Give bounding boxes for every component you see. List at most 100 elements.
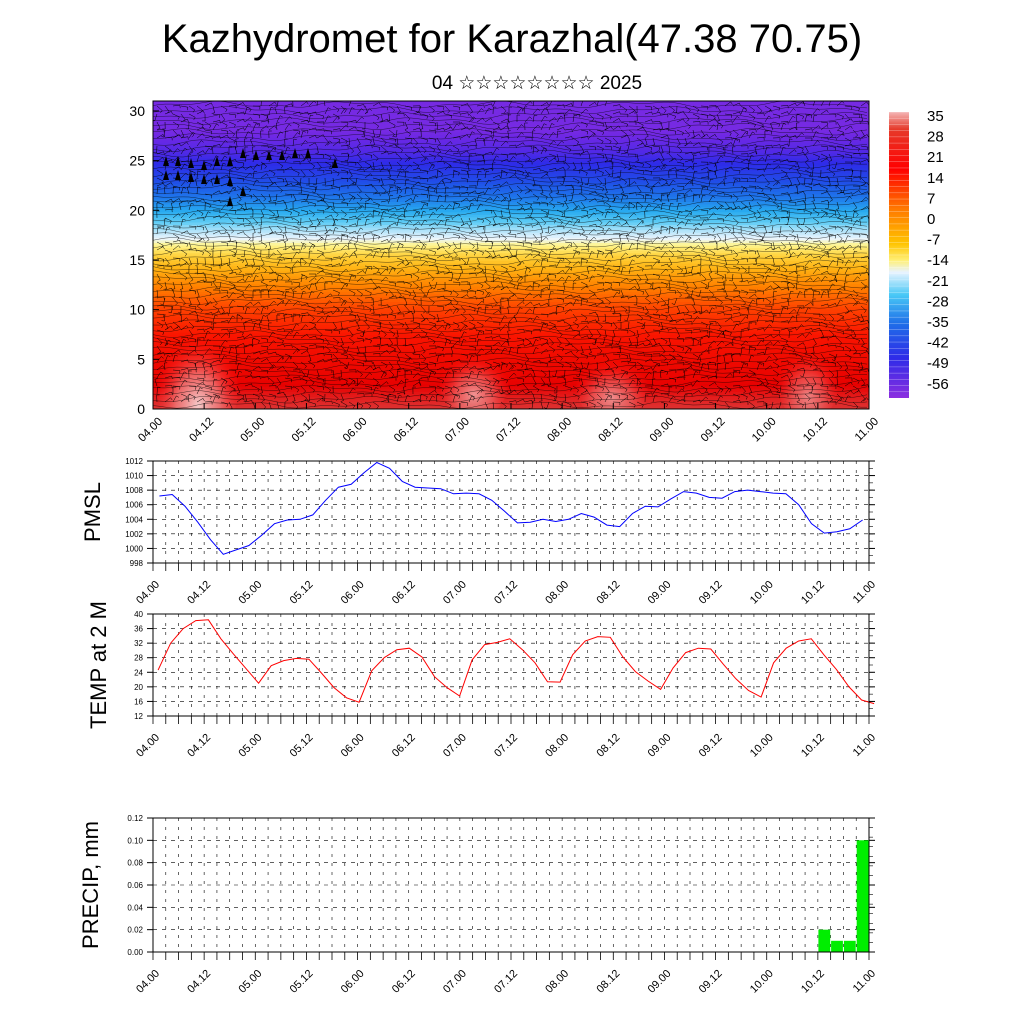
wind-barb xyxy=(404,321,409,330)
wind-barb xyxy=(444,321,451,329)
wind-barb xyxy=(540,321,549,327)
wind-barb xyxy=(300,241,307,250)
wind-barb xyxy=(500,158,509,163)
wind-barb xyxy=(841,250,846,259)
wind-barb xyxy=(708,249,716,257)
wind-barb xyxy=(340,185,349,189)
wind-barb xyxy=(834,369,838,378)
wind-barb xyxy=(340,307,348,315)
wind-barb xyxy=(740,363,747,371)
wind-barb xyxy=(692,194,697,203)
wind-barb xyxy=(797,385,805,390)
wind-barb xyxy=(220,379,228,387)
wind-barb xyxy=(332,185,341,191)
colorbar-label: -35 xyxy=(927,314,949,331)
wind-barb xyxy=(332,169,340,177)
wind-barb xyxy=(628,153,637,158)
wind-barb xyxy=(300,101,309,107)
wind-barb xyxy=(834,274,839,283)
wind-barb xyxy=(316,217,321,226)
wind-barb xyxy=(684,383,693,387)
wind-barb xyxy=(188,148,196,155)
wind-barb xyxy=(772,314,777,323)
wind-barb xyxy=(612,268,621,275)
wind-barb xyxy=(380,151,389,155)
wind-barb xyxy=(684,129,691,138)
wind-barb xyxy=(500,271,509,275)
wind-barb xyxy=(668,327,677,331)
wind-barb xyxy=(379,113,383,122)
wind-barb xyxy=(524,161,533,165)
wind-barb xyxy=(196,110,205,115)
wind-barb xyxy=(764,217,772,224)
wind-barb xyxy=(460,222,469,227)
wind-barb xyxy=(316,253,325,259)
wind-barb xyxy=(532,328,541,333)
wind-barb xyxy=(460,289,469,294)
wind-barb xyxy=(804,153,809,162)
wind-barb xyxy=(772,193,777,202)
wind-barb xyxy=(564,220,573,227)
wind-barb xyxy=(612,245,621,251)
wind-barb xyxy=(348,313,357,319)
wind-barb xyxy=(620,194,626,203)
y-tick-label: 32 xyxy=(134,639,143,648)
wind-barb xyxy=(724,373,733,379)
wind-barb xyxy=(316,359,325,363)
wind-barb xyxy=(364,297,373,301)
wind-barb xyxy=(692,254,701,259)
wind-barb xyxy=(356,201,363,210)
wind-barb xyxy=(484,306,489,315)
wind-barb xyxy=(404,273,413,279)
wind-barb xyxy=(676,161,685,167)
wind-barb xyxy=(652,198,661,203)
wind-barb xyxy=(244,207,253,211)
wind-barb xyxy=(635,153,639,162)
wind-barb xyxy=(380,251,388,259)
wind-barb xyxy=(788,177,793,186)
wind-barb xyxy=(372,377,379,385)
wind-barb xyxy=(748,154,754,163)
wind-barb xyxy=(620,353,629,359)
wind-barb xyxy=(164,137,173,141)
wind-barb xyxy=(860,272,869,276)
wind-barb xyxy=(364,249,373,253)
wind-barb xyxy=(820,199,829,204)
wind-barb xyxy=(204,121,212,129)
warm-core-blob xyxy=(778,346,838,409)
wind-barb xyxy=(555,185,560,194)
wind-barb xyxy=(235,130,240,139)
wind-barb xyxy=(292,233,301,238)
wind-barb xyxy=(508,174,517,179)
x-tick-label: 08.12 xyxy=(597,416,626,445)
wind-barb xyxy=(756,157,765,163)
wind-barb xyxy=(156,365,165,371)
wind-barb xyxy=(740,166,749,171)
wind-barb xyxy=(212,359,221,363)
wind-barb xyxy=(860,337,865,346)
wind-barb xyxy=(492,223,501,227)
wind-barb xyxy=(204,348,212,355)
temperature-band xyxy=(153,193,869,197)
wind-barb xyxy=(188,273,194,282)
wind-barb xyxy=(548,298,552,307)
wind-barb xyxy=(476,257,481,266)
wind-barb xyxy=(404,357,413,363)
wind-barb xyxy=(164,339,172,347)
chart-subtitle: 04 ☆☆☆☆☆☆☆☆ 2025 xyxy=(431,73,643,94)
wind-barb xyxy=(284,329,293,333)
wind-barb xyxy=(316,291,324,299)
wind-barb xyxy=(396,380,404,387)
wind-barb xyxy=(180,129,185,138)
wind-barb xyxy=(588,337,597,343)
wind-barb xyxy=(228,265,234,274)
wind-barb xyxy=(212,322,217,331)
wind-barb xyxy=(804,328,813,332)
y-tick-label: 16 xyxy=(134,697,143,706)
wind-barb xyxy=(524,391,533,395)
temperature-band xyxy=(153,178,869,182)
wind-barb xyxy=(516,297,525,302)
wind-barb xyxy=(804,393,811,401)
wind-barb xyxy=(780,368,789,373)
wind-barb xyxy=(156,257,165,263)
